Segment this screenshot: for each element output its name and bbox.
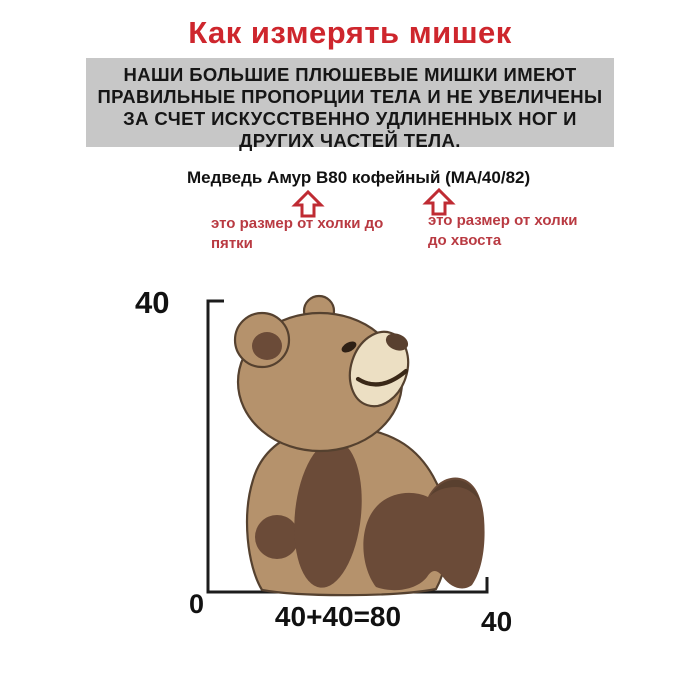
bear-eye xyxy=(341,341,357,353)
bear-arm xyxy=(294,440,362,588)
annotation-height-to-heel: это размер от холки до пятки xyxy=(211,215,384,252)
bear-muzzle xyxy=(348,330,410,408)
measurement-axis xyxy=(206,299,489,594)
up-arrow-icon xyxy=(422,187,456,216)
annotation-height-to-tail: это размер от холки до хвоста xyxy=(428,212,578,249)
bear-smile xyxy=(355,368,409,387)
intro-banner: НАШИ БОЛЬШИЕ ПЛЮШЕВЫЕ МИШКИ ИМЕЮТ ПРАВИЛ… xyxy=(86,58,614,151)
sum-equation-label: 40+40=80 xyxy=(274,601,402,632)
banner-line: НАШИ БОЛЬШИЕ ПЛЮШЕВЫЕ МИШКИ ИМЕЮТ xyxy=(123,64,577,85)
y-axis-value-label: 40 xyxy=(135,285,170,320)
bear-leg xyxy=(363,477,485,591)
page-title: Как измерять мишек xyxy=(188,15,512,50)
up-arrow-icon xyxy=(291,189,325,218)
banner-line: ПРАВИЛЬНЫЕ ПРОПОРЦИИ ТЕЛА И НЕ УВЕЛИЧЕНЫ xyxy=(97,86,603,107)
product-name: Медведь Амур В80 кофейный (МА/40/82) xyxy=(187,168,531,187)
bear-nose xyxy=(385,333,409,351)
bear-tail xyxy=(255,515,299,559)
banner-line: ДРУГИХ ЧАСТЕЙ ТЕЛА. xyxy=(239,130,461,151)
x-axis-value-label: 40 xyxy=(481,606,513,637)
bear-inner-ear xyxy=(252,332,282,360)
origin-label: 0 xyxy=(189,589,205,619)
banner-line: ЗА СЧЕТ ИСКУССТВЕННО УДЛИНЕННЫХ НОГ И xyxy=(123,108,577,129)
bear-knee-shadow xyxy=(430,479,481,503)
